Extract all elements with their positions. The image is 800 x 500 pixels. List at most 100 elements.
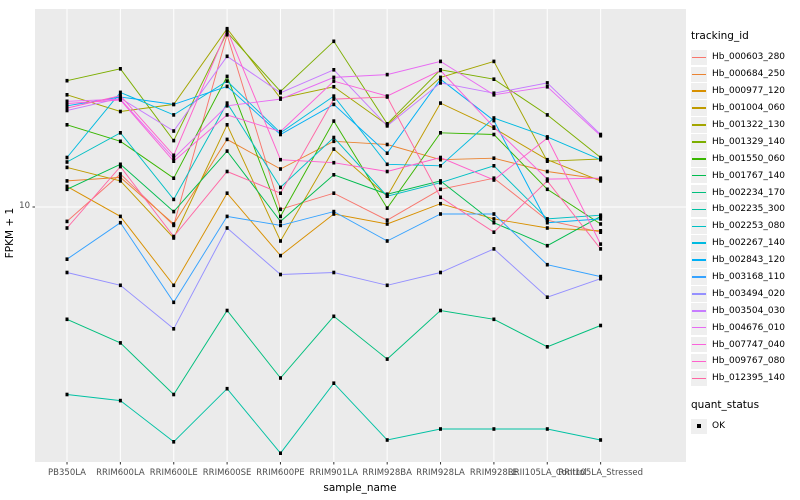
legend-item: Hb_002253_080 <box>691 218 799 235</box>
data-point <box>172 176 176 180</box>
legend-line-icon <box>692 225 706 228</box>
data-point <box>118 109 122 114</box>
data-point <box>65 270 69 275</box>
x-tick-label: PB350LA <box>48 468 86 478</box>
data-point <box>332 85 336 89</box>
data-point <box>332 68 336 72</box>
legend-item: Hb_002267_140 <box>691 235 799 252</box>
data-point <box>172 102 176 107</box>
legend-item: Hb_003504_030 <box>691 302 799 319</box>
data-point <box>545 226 549 230</box>
data-point <box>225 386 229 391</box>
data-point <box>439 212 442 216</box>
panel-background <box>35 9 686 462</box>
y-tick-label: 10 <box>19 201 30 211</box>
data-point <box>118 175 122 180</box>
data-point <box>225 169 229 174</box>
data-point <box>492 164 496 168</box>
legend-key-swatch <box>691 151 707 167</box>
data-point <box>332 173 336 177</box>
legend-item-label: Hb_001322_130 <box>712 120 786 130</box>
data-point <box>492 77 496 81</box>
legend-item: Hb_000684_250 <box>691 66 799 83</box>
data-point <box>65 257 69 261</box>
x-tick-label: RRII105LA_Control <box>508 468 587 478</box>
legend-line-icon <box>692 242 706 244</box>
data-point <box>332 270 336 275</box>
data-point <box>332 209 336 214</box>
data-point <box>599 438 603 442</box>
data-point <box>332 102 336 107</box>
legend-item-label: Hb_002253_080 <box>712 221 786 232</box>
legend-key-swatch <box>691 319 707 336</box>
legend-item-label: Hb_000603_280 <box>712 52 786 63</box>
data-point <box>439 101 442 105</box>
data-point <box>279 207 282 212</box>
legend-item: Hb_002235_300 <box>691 201 799 218</box>
legend-item-label: Hb_000977_120 <box>712 86 786 97</box>
data-point <box>118 220 122 225</box>
data-point <box>545 85 549 89</box>
data-point <box>332 147 336 151</box>
data-point <box>492 317 496 322</box>
data-point <box>385 72 389 77</box>
data-point <box>65 165 69 170</box>
data-point <box>439 187 442 192</box>
data-point <box>545 243 549 248</box>
data-point <box>172 113 176 117</box>
legend-line-icon <box>692 276 706 278</box>
data-point <box>118 131 122 135</box>
legend-line-icon <box>692 174 706 177</box>
data-point <box>599 213 603 217</box>
data-point <box>385 218 389 222</box>
legend-key-swatch <box>691 117 707 133</box>
legend-key-swatch <box>691 269 707 285</box>
data-point <box>599 157 603 162</box>
legend-item: Hb_007747_040 <box>691 336 799 353</box>
legend-item-label: Hb_001550_060 <box>712 153 786 164</box>
data-point <box>65 160 69 164</box>
data-point <box>279 272 282 277</box>
legend-quant-status: quant_status OK <box>691 399 799 435</box>
legend-key-swatch <box>691 66 707 83</box>
data-point <box>172 156 176 160</box>
data-point <box>65 179 69 183</box>
legend-key-swatch <box>691 286 707 302</box>
legend-key-swatch <box>691 235 707 251</box>
data-point <box>172 209 176 214</box>
data-point <box>332 94 336 98</box>
data-point <box>492 156 496 160</box>
legend-line-icon <box>692 326 706 329</box>
legend-key-swatch <box>691 83 707 99</box>
legend-item-label: Hb_000684_250 <box>712 69 786 80</box>
legend-item: Hb_009767_080 <box>691 353 799 370</box>
data-point <box>439 164 442 168</box>
x-tick-label: RRIM928LA <box>416 468 465 478</box>
data-point <box>279 132 282 137</box>
data-point <box>545 169 549 174</box>
legend-key-swatch <box>691 336 707 353</box>
data-point <box>599 176 603 180</box>
data-point <box>439 68 442 73</box>
data-point <box>65 123 69 127</box>
data-point <box>492 59 496 64</box>
data-point <box>439 180 442 185</box>
legend-item-ok: OK <box>691 418 799 435</box>
data-point <box>225 308 229 313</box>
data-point <box>385 192 389 196</box>
data-point <box>599 274 603 279</box>
data-point <box>172 138 176 143</box>
data-point <box>599 155 603 160</box>
data-point <box>172 392 176 397</box>
data-point <box>545 295 549 299</box>
data-point <box>118 164 122 169</box>
data-point <box>439 77 442 81</box>
legend-key-swatch <box>691 49 707 66</box>
legend-item-label: Hb_009767_080 <box>712 356 786 367</box>
data-point <box>545 345 549 349</box>
data-point <box>492 427 496 431</box>
data-point <box>118 162 122 167</box>
legend-key-swatch <box>691 201 707 218</box>
data-point <box>599 323 603 328</box>
data-point <box>599 229 603 233</box>
